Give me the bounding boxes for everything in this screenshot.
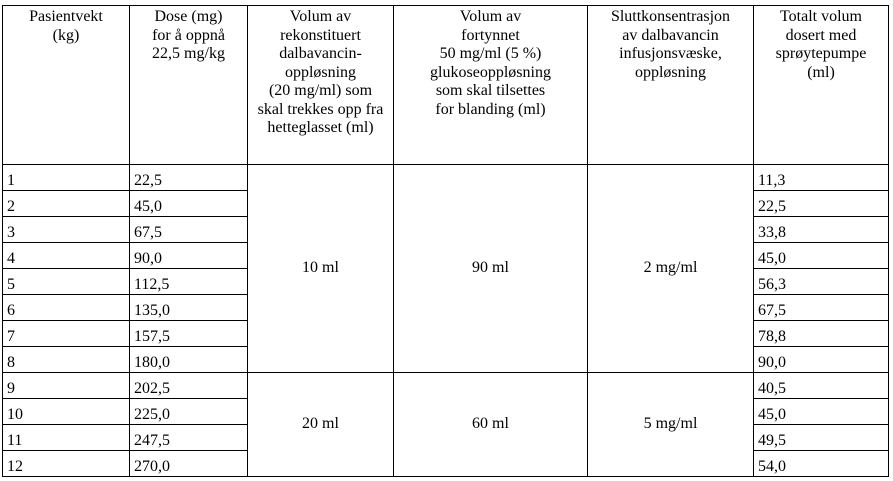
dose-cell: 45,0: [129, 190, 248, 217]
header-row: Pasientvekt (kg) Dose (mg) for å oppnå 2…: [2, 5, 889, 165]
total-volume-cell: 78,8: [753, 320, 889, 347]
dose-cell: 135,0: [129, 294, 248, 321]
header-weight: Pasientvekt (kg): [2, 5, 130, 165]
table-row: 6 135,0 67,5: [2, 294, 889, 321]
weight-cell: 11: [2, 424, 130, 451]
weight-cell: 2: [2, 190, 130, 217]
weight-cell: 5: [2, 268, 130, 295]
table-row: 8 180,0 90,0: [2, 346, 889, 373]
glucose-volume-cell: 60 ml: [393, 372, 588, 477]
weight-cell: 10: [2, 398, 130, 425]
total-volume-cell: 11,3: [753, 164, 889, 191]
table-row: 1 22,5 10 ml 90 ml 2 mg/ml 11,3: [2, 164, 889, 373]
table-row: 9 202,5 20 ml 60 ml 5 mg/ml 40,5: [2, 372, 889, 477]
header-glucose-volume: Volum av fortynnet 50 mg/ml (5 %) glukos…: [393, 5, 588, 165]
total-volume-cell: 33,8: [753, 216, 889, 243]
weight-cell: 8: [2, 346, 130, 373]
total-volume-cell: 90,0: [753, 346, 889, 373]
header-dose: Dose (mg) for å oppnå 22,5 mg/kg: [129, 5, 248, 165]
total-volume-cell: 45,0: [753, 242, 889, 269]
header-reconstituted-volume: Volum av rekonstituert dalbavancin- oppl…: [247, 5, 394, 165]
dose-cell: 270,0: [129, 450, 248, 477]
dose-cell: 247,5: [129, 424, 248, 451]
dose-cell: 180,0: [129, 346, 248, 373]
total-volume-cell: 45,0: [753, 398, 889, 425]
dose-cell: 225,0: [129, 398, 248, 425]
weight-cell: 7: [2, 320, 130, 347]
total-volume-cell: 40,5: [753, 372, 889, 399]
total-volume-cell: 56,3: [753, 268, 889, 295]
dosing-table: Pasientvekt (kg) Dose (mg) for å oppnå 2…: [2, 5, 889, 477]
reconstituted-volume-cell: 20 ml: [247, 372, 394, 477]
total-volume-cell: 67,5: [753, 294, 889, 321]
weight-cell: 3: [2, 216, 130, 243]
weight-cell: 1: [2, 164, 130, 191]
table-row: 11 247,5 49,5: [2, 424, 889, 451]
dose-cell: 22,5: [129, 164, 248, 191]
dose-cell: 67,5: [129, 216, 248, 243]
header-final-concentration: Sluttkonsentrasjon av dalbavancin infusj…: [587, 5, 754, 165]
total-volume-cell: 22,5: [753, 190, 889, 217]
weight-cell: 4: [2, 242, 130, 269]
dose-cell: 90,0: [129, 242, 248, 269]
dose-cell: 112,5: [129, 268, 248, 295]
dose-cell: 202,5: [129, 372, 248, 399]
table-row: 2 45,0 22,5: [2, 190, 889, 217]
total-volume-cell: 54,0: [753, 450, 889, 477]
table-row: 5 112,5 56,3: [2, 268, 889, 295]
total-volume-cell: 49,5: [753, 424, 889, 451]
final-concentration-cell: 5 mg/ml: [587, 372, 754, 477]
reconstituted-volume-cell: 10 ml: [247, 164, 394, 373]
dose-cell: 157,5: [129, 320, 248, 347]
weight-cell: 9: [2, 372, 130, 399]
weight-cell: 6: [2, 294, 130, 321]
glucose-volume-cell: 90 ml: [393, 164, 588, 373]
final-concentration-cell: 2 mg/ml: [587, 164, 754, 373]
weight-cell: 12: [2, 450, 130, 477]
table-row: 12 270,0 54,0: [2, 450, 889, 477]
header-total-volume: Totalt volum dosert med sprøytepumpe (ml…: [753, 5, 889, 165]
